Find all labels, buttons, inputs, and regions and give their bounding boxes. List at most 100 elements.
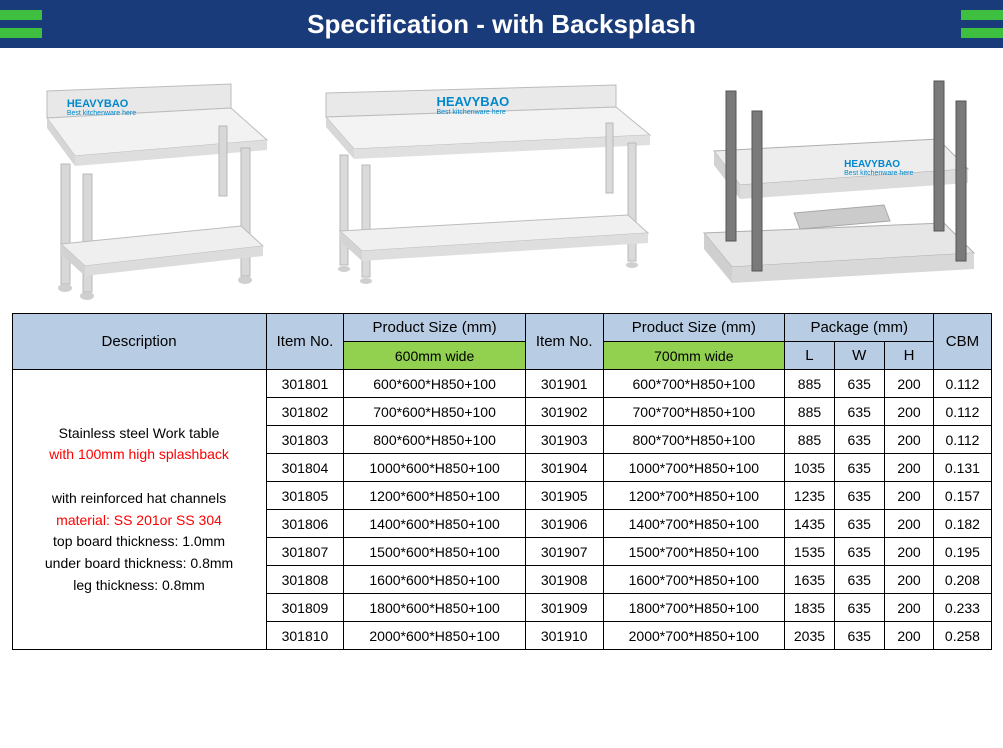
cell-h: 200 [884,454,934,482]
cell-item1: 301801 [266,370,344,398]
cell-l: 2035 [785,622,835,650]
cell-size2: 800*700*H850+100 [603,426,784,454]
cell-item1: 301809 [266,594,344,622]
cell-size1: 1500*600*H850+100 [344,538,525,566]
cell-w: 635 [834,594,884,622]
cell-l: 1035 [785,454,835,482]
cell-item1: 301803 [266,426,344,454]
col-description: Description [12,314,266,370]
cell-item1: 301810 [266,622,344,650]
cell-size1: 1400*600*H850+100 [344,510,525,538]
cell-l: 1235 [785,482,835,510]
cell-l: 885 [785,426,835,454]
col-package: Package (mm) [785,314,934,342]
cell-item2: 301905 [525,482,603,510]
brand-tagline: Best kitchenware here [67,110,136,118]
cell-h: 200 [884,594,934,622]
cell-w: 635 [834,370,884,398]
cell-l: 885 [785,370,835,398]
brand-watermark: HEAVYBAO Best kitchenware here [67,98,136,118]
cell-size2: 2000*700*H850+100 [603,622,784,650]
col-item-no-1: Item No. [266,314,344,370]
brand-name: HEAVYBAO [436,94,509,109]
cell-h: 200 [884,622,934,650]
cell-size2: 700*700*H850+100 [603,398,784,426]
cell-size1: 1200*600*H850+100 [344,482,525,510]
cell-h: 200 [884,426,934,454]
cell-item1: 301808 [266,566,344,594]
cell-item1: 301805 [266,482,344,510]
description-cell: Stainless steel Work tablewith 100mm hig… [12,370,266,650]
accent-bar [961,28,1003,38]
cell-item2: 301901 [525,370,603,398]
cell-item2: 301903 [525,426,603,454]
cell-w: 635 [834,538,884,566]
cell-cbm: 0.112 [934,370,991,398]
accent-bar [0,10,42,20]
cell-h: 200 [884,510,934,538]
cell-item2: 301904 [525,454,603,482]
cell-w: 635 [834,454,884,482]
cell-h: 200 [884,370,934,398]
cell-size2: 1000*700*H850+100 [603,454,784,482]
cell-cbm: 0.258 [934,622,991,650]
cell-item1: 301802 [266,398,344,426]
cell-w: 635 [834,510,884,538]
col-pkg-h: H [884,342,934,370]
cell-w: 635 [834,426,884,454]
cell-h: 200 [884,538,934,566]
cell-cbm: 0.195 [934,538,991,566]
accent-right [961,10,1003,38]
cell-w: 635 [834,398,884,426]
table-row: Stainless steel Work tablewith 100mm hig… [12,370,991,398]
subhead-700: 700mm wide [603,342,784,370]
specification-table: Description Item No. Product Size (mm) I… [12,313,992,650]
cell-item2: 301902 [525,398,603,426]
cell-cbm: 0.112 [934,426,991,454]
brand-name: HEAVYBAO [67,98,129,110]
cell-h: 200 [884,482,934,510]
cell-item2: 301910 [525,622,603,650]
cell-size2: 600*700*H850+100 [603,370,784,398]
cell-size1: 2000*600*H850+100 [344,622,525,650]
cell-item2: 301907 [525,538,603,566]
brand-tagline: Best kitchenware here [436,109,509,117]
cell-l: 1535 [785,538,835,566]
cell-item2: 301909 [525,594,603,622]
col-pkg-l: L [785,342,835,370]
col-pkg-w: W [834,342,884,370]
cell-l: 1635 [785,566,835,594]
col-product-size-1: Product Size (mm) [344,314,525,342]
cell-size1: 1000*600*H850+100 [344,454,525,482]
cell-size1: 800*600*H850+100 [344,426,525,454]
table-short-icon [19,66,279,301]
product-image-2: HEAVYBAO Best kitchenware here [296,73,666,293]
page-title: Specification - with Backsplash [307,9,696,40]
cell-size1: 1600*600*H850+100 [344,566,525,594]
cell-cbm: 0.182 [934,510,991,538]
cell-size1: 600*600*H850+100 [344,370,525,398]
cell-h: 200 [884,566,934,594]
cell-h: 200 [884,398,934,426]
cell-size2: 1800*700*H850+100 [603,594,784,622]
subhead-600: 600mm wide [344,342,525,370]
product-images-row: HEAVYBAO Best kitchenware here HEAVYBAO [0,48,1003,313]
col-product-size-2: Product Size (mm) [603,314,784,342]
accent-left [0,10,42,38]
cell-size1: 1800*600*H850+100 [344,594,525,622]
table-body: Stainless steel Work tablewith 100mm hig… [12,370,991,650]
brand-name: HEAVYBAO [844,159,900,170]
cell-cbm: 0.233 [934,594,991,622]
product-image-1: HEAVYBAO Best kitchenware here [19,66,279,301]
product-image-3: HEAVYBAO Best kitchenware here [684,73,984,293]
header-bar: Specification - with Backsplash [0,0,1003,48]
cell-cbm: 0.131 [934,454,991,482]
cell-size2: 1200*700*H850+100 [603,482,784,510]
cell-item1: 301806 [266,510,344,538]
cell-l: 885 [785,398,835,426]
brand-tagline: Best kitchenware here [844,170,913,178]
cell-l: 1835 [785,594,835,622]
cell-item2: 301908 [525,566,603,594]
cell-cbm: 0.157 [934,482,991,510]
cell-w: 635 [834,622,884,650]
